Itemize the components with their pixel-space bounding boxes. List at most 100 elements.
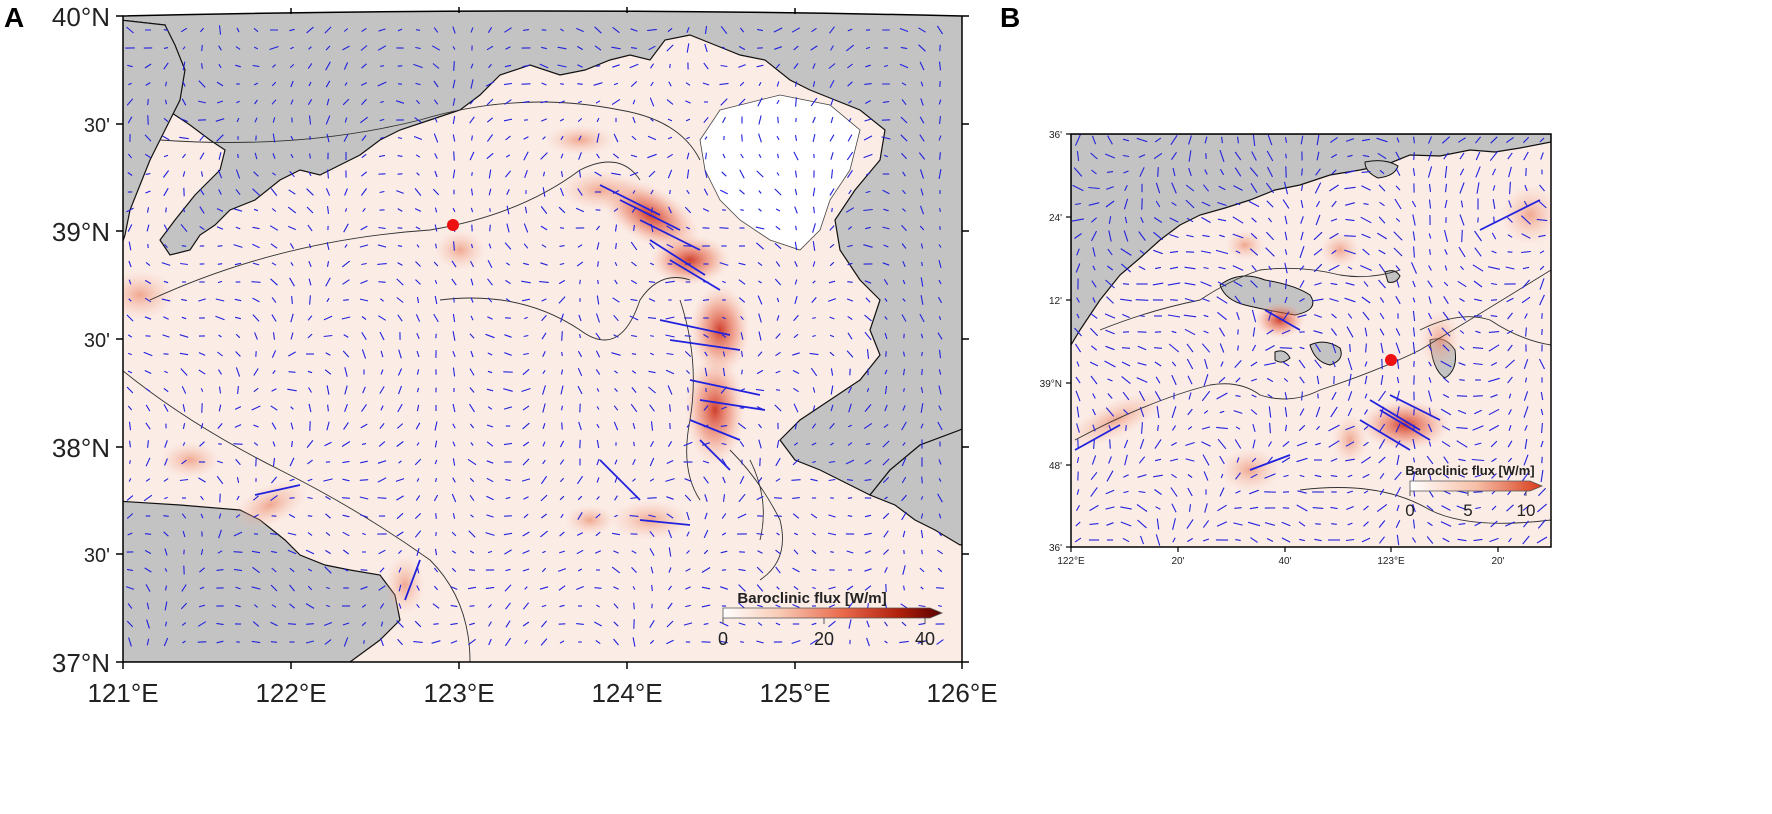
flux-vector	[649, 352, 655, 356]
flux-vector	[776, 172, 780, 176]
flux-vector-strong	[599, 459, 641, 501]
flux-vector	[344, 117, 348, 123]
flux-vector	[686, 531, 690, 537]
lat-label-a-4: 38°N	[52, 433, 110, 463]
flux-vector	[1428, 184, 1432, 192]
flux-vector	[863, 244, 873, 248]
flux-vector	[503, 532, 513, 536]
flux-vector	[1312, 298, 1324, 302]
flux-vector	[848, 100, 852, 104]
flux-vector	[126, 386, 134, 394]
flux-vector	[1139, 314, 1145, 318]
flux-vector	[613, 586, 619, 590]
flux-vector	[290, 406, 294, 410]
flux-vector	[469, 99, 475, 105]
flux-vector	[397, 385, 403, 395]
flux-vector	[1220, 361, 1224, 367]
flux-vector	[1217, 504, 1227, 512]
flux-vector	[1537, 519, 1547, 529]
flux-vector	[218, 513, 222, 519]
flux-vector	[503, 388, 513, 392]
flux-vector	[309, 153, 311, 159]
lon-label-b-2: 40'	[1278, 556, 1291, 567]
flux-vector	[307, 568, 313, 572]
flux-vector	[1108, 456, 1112, 464]
shallow-area-a	[699, 94, 861, 251]
flux-vector-strong	[1074, 424, 1121, 451]
flux-vector	[901, 189, 907, 195]
flux-vector	[613, 314, 619, 322]
flux-vector	[811, 423, 817, 429]
flux-vector	[521, 280, 531, 284]
flux-vector	[233, 208, 243, 212]
flux-vector	[470, 79, 474, 89]
flux-vector	[271, 262, 277, 266]
panel-a-lat-labels: 40°N 30' 39°N 30' 38°N 30' 37°N	[52, 2, 110, 678]
flux-vector	[559, 604, 565, 608]
flux-vector	[722, 351, 726, 357]
flux-vector	[559, 440, 565, 448]
flux-vector	[1284, 278, 1288, 290]
flux-vector	[1186, 234, 1194, 238]
flux-vector	[685, 586, 691, 590]
flux-vector	[1379, 201, 1385, 207]
flux-vector	[666, 225, 674, 231]
flux-vector	[469, 605, 475, 607]
flux-vector	[846, 350, 854, 358]
flux-vector	[758, 153, 762, 159]
flux-vector	[144, 549, 152, 555]
flux-vector	[469, 423, 475, 429]
flux-vector	[579, 333, 581, 339]
flux-vector	[1235, 395, 1241, 397]
flux-vector	[1170, 134, 1178, 146]
flux-vector	[521, 478, 531, 482]
flux-vector	[577, 117, 583, 123]
flux-vector	[326, 98, 330, 106]
flux-vector	[181, 153, 187, 159]
flux-vector	[740, 209, 744, 211]
flux-vector	[613, 603, 619, 609]
flux-vector	[1090, 313, 1098, 319]
flux-vector	[181, 584, 187, 592]
flux-vector	[452, 169, 456, 179]
flux-vector	[541, 298, 547, 302]
flux-vector	[884, 404, 888, 412]
flux-vector	[470, 278, 474, 286]
colorbar-a: Baroclinic flux [W/m] 0 20 40	[718, 590, 944, 649]
flux-vector	[1444, 249, 1448, 255]
flux-vector	[1090, 345, 1098, 351]
flux-vector	[542, 441, 546, 447]
flux-vector	[1105, 345, 1115, 351]
flux-vector	[740, 315, 744, 321]
flux-vector	[1330, 506, 1338, 510]
flux-vector	[1076, 456, 1080, 464]
flux-vector	[578, 314, 582, 322]
flux-vector	[201, 44, 203, 52]
flux-vector	[684, 335, 692, 337]
flux-vector	[1488, 344, 1500, 352]
flux-vector	[632, 116, 636, 124]
flux-vector	[847, 479, 853, 481]
flux-vector	[488, 621, 492, 627]
flux-vector	[378, 281, 386, 283]
flux-vector	[866, 388, 870, 392]
flux-vector	[669, 404, 671, 412]
flux-vector	[719, 82, 729, 86]
flux-vector	[1109, 439, 1111, 449]
flux-vector	[271, 314, 277, 322]
flux-vector	[307, 333, 313, 339]
flux-vector	[938, 459, 942, 465]
flux-vector	[251, 640, 261, 644]
flux-vector	[1315, 168, 1321, 176]
flux-vector	[1378, 263, 1386, 273]
flux-vector	[1395, 217, 1401, 223]
flux-vector	[1204, 169, 1208, 175]
flux-vector	[287, 388, 297, 392]
flux-vector	[308, 387, 312, 393]
flux-vector	[1472, 264, 1484, 272]
flux-vector	[397, 136, 403, 140]
flux-vector	[758, 81, 762, 87]
flux-vector	[883, 279, 889, 285]
colorbar-a-tick-0: 0	[718, 629, 728, 649]
flux-vector	[792, 458, 800, 466]
